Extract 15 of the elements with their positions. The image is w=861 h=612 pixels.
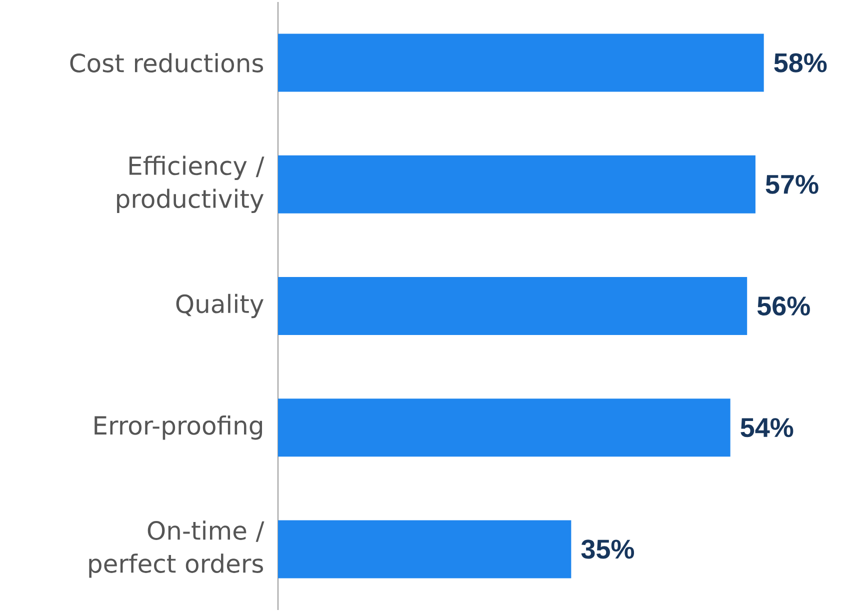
- bar: [278, 398, 730, 457]
- bar: [278, 34, 764, 92]
- y-tick-label: On-time / perfect orders: [89, 520, 264, 578]
- data-label: 54%: [740, 418, 794, 438]
- data-label: 56%: [757, 296, 810, 316]
- y-tick-label: Error-proofing: [94, 415, 262, 440]
- bar: [278, 520, 572, 578]
- bar: [278, 277, 748, 335]
- y-tick-label: Cost reductions: [70, 53, 264, 72]
- y-tick-label: Efficiency / productivity: [117, 156, 264, 213]
- data-label: 58%: [774, 53, 827, 72]
- data-label: 35%: [581, 540, 634, 559]
- bar: [278, 155, 756, 214]
- data-label: 57%: [766, 174, 818, 194]
- y-tick-label: Quality: [176, 294, 264, 318]
